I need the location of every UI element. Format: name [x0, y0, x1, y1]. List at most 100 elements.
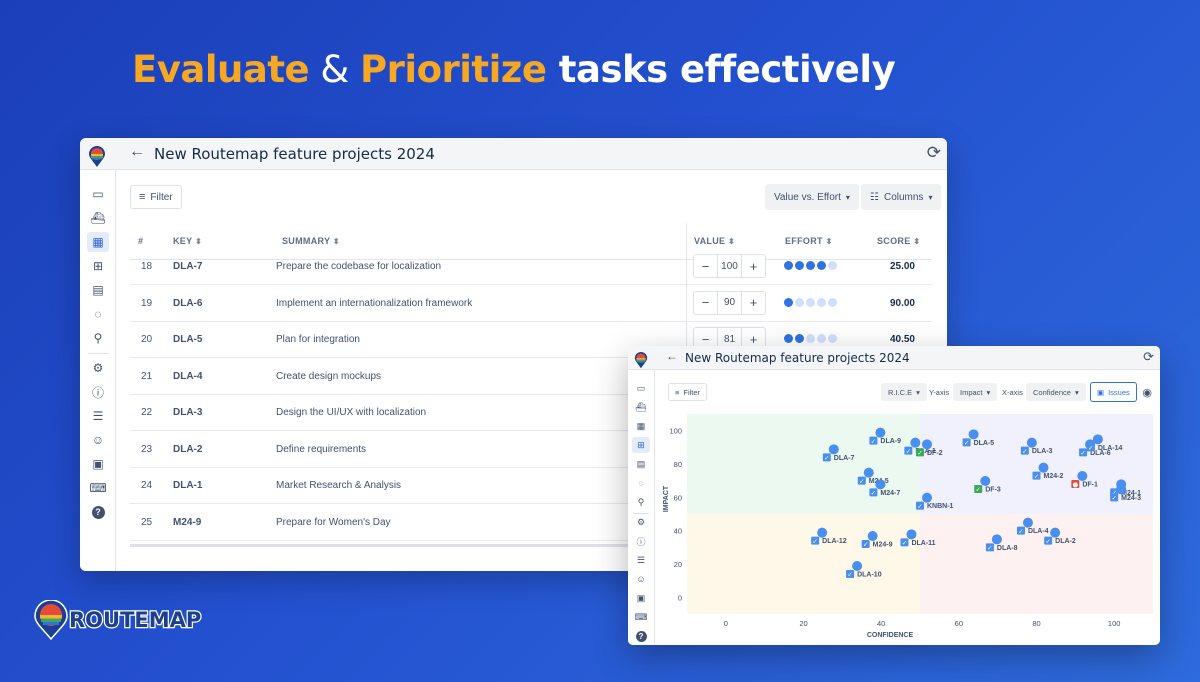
- issue-type-icon: [1016, 526, 1025, 535]
- sidebar-calendar-icon[interactable]: ▤: [636, 458, 646, 469]
- effort-dot[interactable]: [795, 297, 804, 307]
- sidebar-boat-icon[interactable]: ⛴: [635, 401, 647, 412]
- decrement-button[interactable]: −: [701, 331, 710, 347]
- sidebar-refresh-icon[interactable]: ◌: [94, 307, 102, 321]
- routemap-logo-icon[interactable]: [88, 146, 106, 168]
- effort-dot[interactable]: [828, 261, 837, 270]
- sidebar-list-icon[interactable]: ☰: [636, 554, 646, 565]
- effort-dot[interactable]: [795, 334, 804, 343]
- sidebar-display-icon[interactable]: ▣: [92, 457, 104, 471]
- xaxis-select[interactable]: Confidence ▾: [1026, 383, 1086, 401]
- effort-rating[interactable]: [784, 334, 837, 343]
- sidebar-monitor-icon[interactable]: ▭: [636, 382, 646, 393]
- sidebar-gear-icon[interactable]: ⚙: [636, 516, 646, 527]
- sidebar-help-icon[interactable]: ?: [632, 628, 650, 644]
- header-key[interactable]: KEY ⬍: [173, 236, 202, 246]
- row-key[interactable]: DLA-7: [173, 261, 203, 272]
- sidebar-refresh-icon[interactable]: ◌: [638, 478, 644, 488]
- view-select[interactable]: Value vs. Effort ▾: [765, 184, 859, 210]
- table-row[interactable]: 24 DLA-1 Market Research & Analysis: [130, 468, 932, 504]
- sidebar-bulb-icon[interactable]: ⚲: [637, 496, 645, 507]
- value-field[interactable]: 90: [717, 291, 742, 314]
- effort-dot[interactable]: [806, 261, 815, 270]
- sidebar-keyboard-icon[interactable]: ⌨: [89, 481, 107, 495]
- yaxis-select[interactable]: Impact ▾: [953, 383, 998, 401]
- sidebar-info-icon[interactable]: ⓘ: [91, 385, 104, 400]
- increment-button[interactable]: +: [749, 258, 758, 274]
- effort-dot[interactable]: [828, 297, 837, 307]
- sidebar-monitor-icon[interactable]: ▭: [92, 187, 104, 201]
- back-arrow-icon[interactable]: ←: [129, 143, 145, 160]
- effort-dot[interactable]: [784, 334, 793, 343]
- increment-button[interactable]: +: [749, 295, 758, 310]
- table-row[interactable]: 21 DLA-4 Create design mockups: [130, 359, 932, 395]
- table-row[interactable]: 23 DLA-2 Define requirements: [130, 432, 932, 468]
- sidebar-grid-icon[interactable]: ⊞: [632, 437, 650, 453]
- row-key[interactable]: DLA-2: [173, 443, 203, 455]
- columns-button[interactable]: ☷ Columns ▾: [861, 184, 942, 210]
- model-select[interactable]: R.I.C.E ▾: [881, 383, 927, 401]
- table-row[interactable]: 19 DLA-6 Implement an internationalization…: [130, 286, 932, 322]
- effort-dot[interactable]: [806, 334, 815, 343]
- effort-dot[interactable]: [817, 334, 826, 343]
- effort-dot[interactable]: [817, 261, 826, 270]
- sidebar-help-icon[interactable]: ?: [87, 502, 109, 522]
- decrement-button[interactable]: −: [701, 295, 710, 310]
- filter-button[interactable]: ≡ Filter: [668, 383, 708, 401]
- filter-button[interactable]: ≡ Filter: [130, 185, 182, 209]
- back-arrow-icon[interactable]: ←: [666, 349, 678, 363]
- header-value[interactable]: VALUE ⬍: [694, 236, 735, 246]
- sidebar-boat-icon[interactable]: ⛴: [90, 211, 106, 225]
- row-key[interactable]: M24-9: [173, 516, 202, 528]
- sidebar-table-icon[interactable]: ▦: [87, 232, 109, 252]
- point-label: M24-3: [1121, 495, 1141, 502]
- row-key[interactable]: DLA-1: [173, 480, 203, 491]
- row-key[interactable]: DLA-6: [173, 297, 203, 309]
- table-row[interactable]: 22 DLA-3 Design the UI/UX with localizatio…: [130, 395, 932, 431]
- issue-type-icon: [1032, 471, 1041, 480]
- effort-dot[interactable]: [784, 261, 793, 270]
- effort-dot[interactable]: [828, 334, 837, 343]
- refresh-icon[interactable]: ⟳: [926, 143, 941, 162]
- effort-dot[interactable]: [817, 297, 826, 307]
- decrement-button[interactable]: −: [701, 258, 710, 274]
- header-summary[interactable]: SUMMARY ⬍: [282, 236, 340, 246]
- issues-toggle[interactable]: ▣ Issues: [1090, 382, 1137, 402]
- sidebar-list-icon[interactable]: ☰: [92, 409, 104, 423]
- effort-rating[interactable]: [784, 261, 837, 270]
- sidebar-calendar-icon[interactable]: ▤: [92, 283, 104, 297]
- row-key[interactable]: DLA-3: [173, 407, 203, 418]
- row-key[interactable]: DLA-5: [173, 334, 203, 345]
- row-key[interactable]: DLA-4: [173, 370, 203, 382]
- effort-dot[interactable]: [795, 261, 804, 270]
- sidebar-keyboard-icon[interactable]: ⌨: [634, 611, 648, 622]
- value-stepper[interactable]: −100 +: [693, 254, 766, 278]
- sidebar-display-icon[interactable]: ▣: [636, 592, 646, 603]
- header-effort[interactable]: EFFORT ⬍: [785, 236, 833, 246]
- x-axis-title: CONFIDENCE: [867, 632, 914, 639]
- routemap-logo-icon[interactable]: [634, 352, 648, 369]
- effort-dot[interactable]: [806, 297, 815, 307]
- refresh-icon[interactable]: ⟳: [1143, 349, 1154, 364]
- table-row[interactable]: 18 DLA-7 Prepare the codebase for localiza…: [130, 249, 932, 285]
- sidebar-info-icon[interactable]: ⓘ: [636, 536, 646, 547]
- effort-rating[interactable]: [784, 297, 837, 307]
- effort-dot[interactable]: [784, 297, 793, 307]
- value-stepper[interactable]: −90 +: [693, 290, 766, 315]
- data-point: [980, 476, 991, 486]
- row-num: 24: [141, 480, 153, 491]
- sidebar-table-icon[interactable]: ▦: [636, 420, 646, 431]
- headline-evaluate: Evaluate: [132, 48, 310, 91]
- sidebar-gear-icon[interactable]: ⚙: [92, 361, 104, 375]
- value-field[interactable]: 100: [717, 255, 742, 277]
- header-score[interactable]: SCORE ⬍: [877, 236, 920, 246]
- sidebar-user-icon[interactable]: ☺: [91, 433, 105, 447]
- sidebar-bulb-icon[interactable]: ⚲: [93, 331, 103, 345]
- table-row[interactable]: 25 M24-9 Prepare for Women's Day: [130, 505, 932, 541]
- horizontal-scrollbar[interactable]: [130, 544, 932, 547]
- value-field[interactable]: 81: [717, 328, 742, 350]
- sidebar-grid-icon[interactable]: ⊞: [92, 259, 104, 273]
- increment-button[interactable]: +: [749, 331, 758, 347]
- sidebar-user-icon[interactable]: ☺: [636, 574, 646, 584]
- eye-icon[interactable]: ◉: [1142, 387, 1152, 399]
